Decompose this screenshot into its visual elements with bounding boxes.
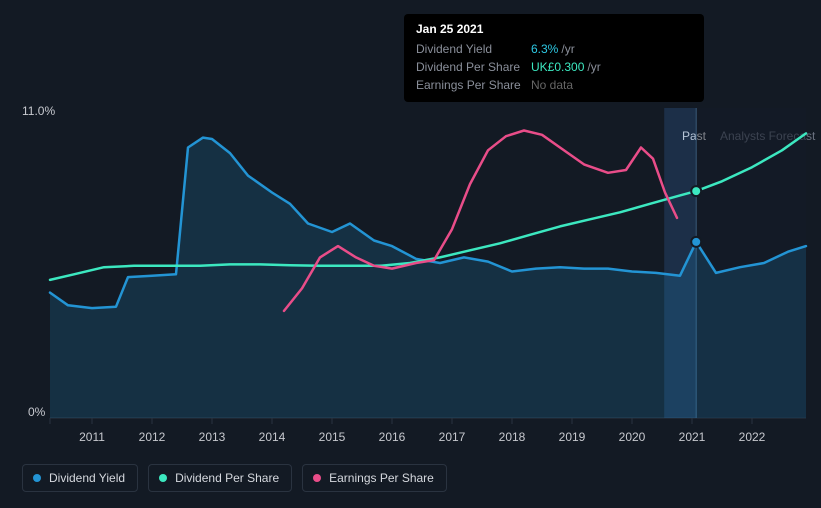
legend-item-earnings-per-share[interactable]: Earnings Per Share <box>302 464 447 492</box>
tooltip-row-label: Dividend Yield <box>416 40 531 58</box>
x-tick-label: 2013 <box>199 430 226 444</box>
tooltip-row-value: 6.3% <box>531 40 558 58</box>
tooltip-row-unit: /yr <box>561 40 574 58</box>
tooltip-row-value: UK£0.300 <box>531 58 584 76</box>
x-tick-label: 2014 <box>259 430 286 444</box>
legend-dot-icon <box>33 474 41 482</box>
legend-label: Dividend Per Share <box>175 471 279 485</box>
dividend-chart: 11.0% 0% Past Analysts Forecast 20112012… <box>0 0 821 508</box>
x-tick-label: 2011 <box>79 430 105 444</box>
x-tick-label: 2020 <box>619 430 646 444</box>
x-tick-label: 2018 <box>499 430 526 444</box>
legend-dot-icon <box>313 474 321 482</box>
chart-tooltip: Jan 25 2021 Dividend Yield 6.3% /yr Divi… <box>404 14 704 102</box>
tooltip-row-label: Earnings Per Share <box>416 76 531 94</box>
legend-label: Dividend Yield <box>49 471 125 485</box>
x-tick-label: 2017 <box>439 430 466 444</box>
tooltip-row-value: No data <box>531 76 573 94</box>
legend-item-dividend-yield[interactable]: Dividend Yield <box>22 464 138 492</box>
legend-item-dividend-per-share[interactable]: Dividend Per Share <box>148 464 292 492</box>
x-tick-label: 2019 <box>559 430 586 444</box>
legend-dot-icon <box>159 474 167 482</box>
x-tick-label: 2021 <box>679 430 706 444</box>
tooltip-row-unit: /yr <box>587 58 600 76</box>
x-tick-label: 2022 <box>739 430 766 444</box>
legend-label: Earnings Per Share <box>329 471 434 485</box>
x-tick-label: 2012 <box>139 430 166 444</box>
legend: Dividend Yield Dividend Per Share Earnings… <box>22 464 447 492</box>
tooltip-date: Jan 25 2021 <box>416 22 692 36</box>
x-tick-label: 2016 <box>379 430 406 444</box>
x-tick-label: 2015 <box>319 430 346 444</box>
tooltip-row-label: Dividend Per Share <box>416 58 531 76</box>
